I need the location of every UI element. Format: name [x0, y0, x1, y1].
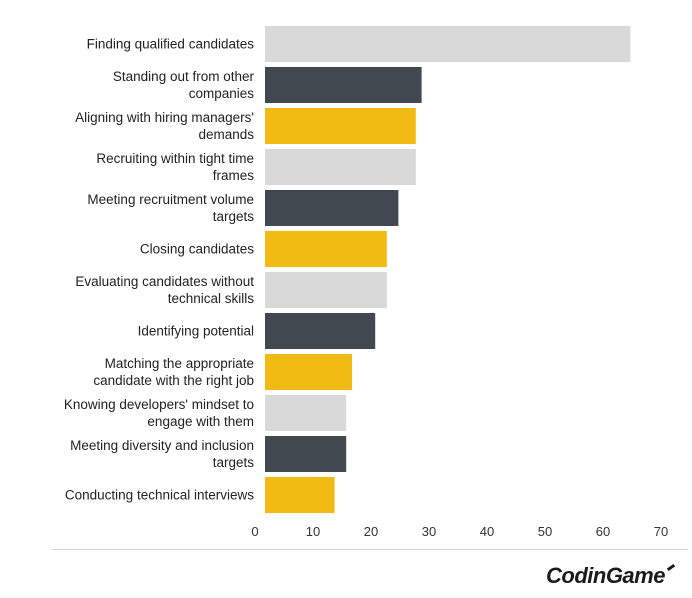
bar-0: [265, 26, 631, 62]
category-label-4: Meeting recruitment volume targets: [87, 192, 254, 224]
bar-7: [265, 313, 376, 349]
category-label-10: Meeting diversity and inclusion targets: [70, 438, 254, 470]
codingame-logo: CodinGame: [546, 563, 676, 589]
category-label-3: Recruiting within tight time frames: [96, 151, 254, 183]
category-label-2: Aligning with hiring managers' demands: [75, 110, 254, 142]
bar-6: [265, 272, 387, 308]
x-tick-label-3: 30: [422, 524, 436, 539]
bar-1: [265, 67, 422, 103]
bar-9: [265, 395, 347, 431]
category-label-7: Identifying potential: [138, 324, 254, 339]
bar-3: [265, 149, 416, 185]
x-tick-label-5: 50: [538, 524, 552, 539]
bar-2: [265, 108, 416, 144]
bar-8: [265, 354, 352, 390]
category-label-11: Conducting technical interviews: [65, 488, 254, 503]
bar-10: [265, 436, 347, 472]
x-tick-label-6: 60: [596, 524, 610, 539]
x-tick-label-1: 10: [306, 524, 320, 539]
category-label-5: Closing candidates: [140, 242, 254, 257]
x-tick-label-7: 70: [654, 524, 668, 539]
category-label-8: Matching the appropriate candidate with t…: [93, 356, 254, 388]
category-label-9: Knowing developers' mindset to engage wit…: [64, 397, 254, 429]
x-tick-label-2: 20: [364, 524, 378, 539]
category-label-6: Evaluating candidates without technical s…: [75, 274, 254, 306]
x-tick-label-4: 40: [480, 524, 494, 539]
category-label-1: Standing out from other companies: [113, 69, 255, 101]
bar-chart: Finding qualified candidates Standing out…: [64, 26, 668, 539]
x-tick-label-0: 0: [251, 524, 258, 539]
logo-text: CodinGame: [546, 563, 665, 588]
category-label-0: Finding qualified candidates: [87, 37, 255, 52]
bar-5: [265, 231, 387, 267]
bar-11: [265, 477, 335, 513]
logo-mark-icon: [666, 563, 676, 572]
bar-4: [265, 190, 399, 226]
footer-divider: [52, 549, 688, 550]
